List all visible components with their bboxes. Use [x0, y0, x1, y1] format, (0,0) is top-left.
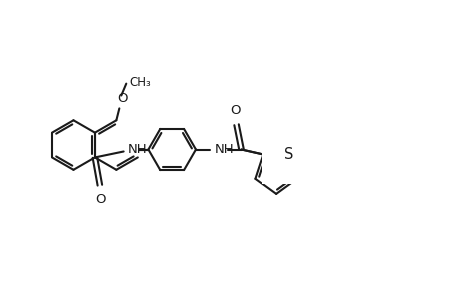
Text: O: O: [95, 193, 106, 206]
Text: O: O: [117, 92, 127, 105]
Text: NH: NH: [127, 143, 147, 156]
Text: S: S: [284, 147, 293, 162]
Text: NH: NH: [214, 143, 234, 156]
Text: O: O: [230, 104, 241, 117]
Text: CH₃: CH₃: [129, 76, 151, 89]
